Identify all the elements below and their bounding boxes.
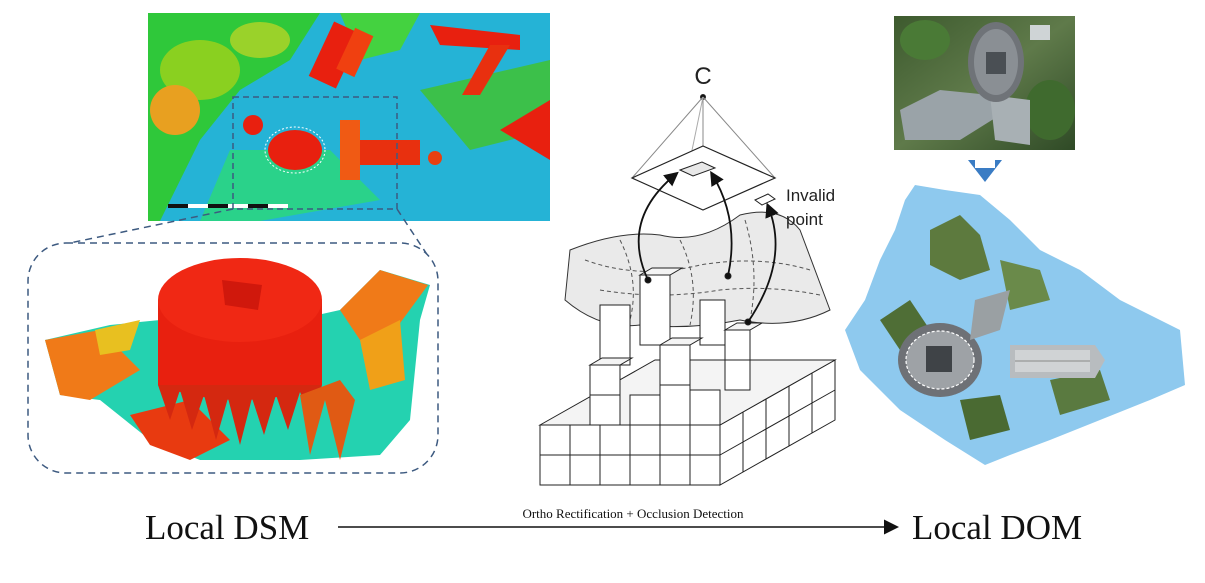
- dsm-3d-inset: [27, 242, 439, 474]
- dsm-colormap: [148, 13, 550, 221]
- occlusion-diagram: [538, 94, 837, 486]
- dom-orthophoto: [845, 185, 1185, 465]
- down-arrow: [968, 160, 1002, 182]
- dsm-building: [308, 21, 362, 89]
- aerial-photo: [894, 16, 1075, 150]
- voxel-grid: [538, 267, 837, 486]
- invalid-point-marker: [754, 193, 776, 206]
- dsm-selection-box: [232, 96, 398, 210]
- local-dom-label: Local DOM: [912, 508, 1082, 547]
- zoom-connectors: [64, 208, 429, 257]
- camera-label: C: [694, 63, 711, 90]
- local-dsm-label: Local DSM: [145, 508, 309, 547]
- dsm-round-building: [268, 130, 322, 170]
- dsm-3d-low-structure: [130, 400, 230, 460]
- image-plane: [630, 145, 777, 211]
- invalid-label-line2: point: [786, 210, 823, 229]
- invalid-projection-arrow: [747, 202, 779, 323]
- projection-arrow: [710, 170, 733, 277]
- process-label: Ortho Rectification + Occlusion Detectio…: [522, 506, 744, 521]
- projection-arrow: [637, 171, 679, 281]
- aerial-building: [900, 90, 1000, 140]
- invalid-label-line1: Invalid: [786, 186, 835, 205]
